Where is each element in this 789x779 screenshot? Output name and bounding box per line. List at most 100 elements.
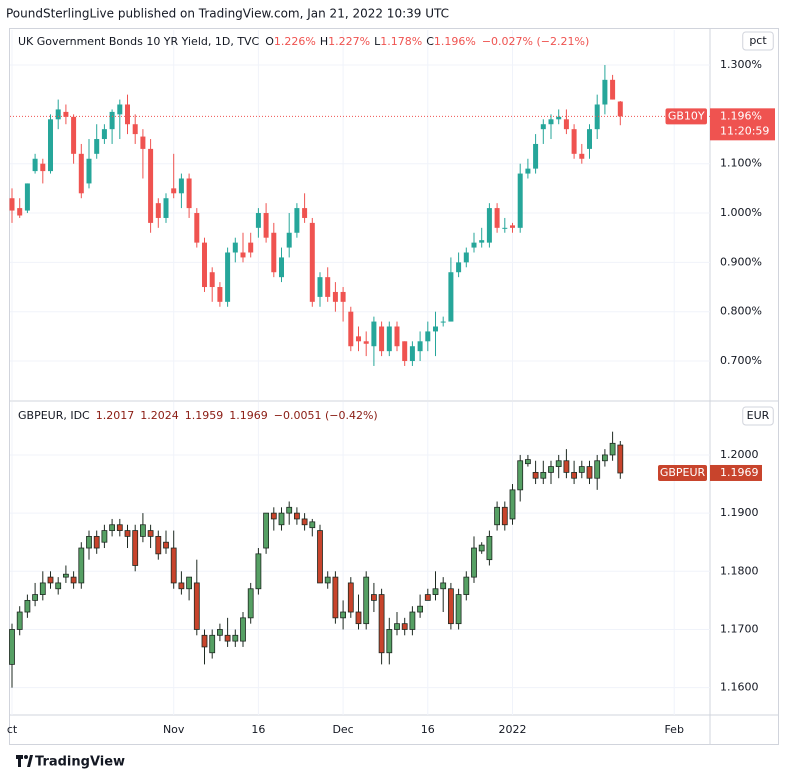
candle-body bbox=[517, 460, 524, 491]
legend: GBPEUR, IDC 1.2017 1.2024 1.1959 1.1969 −0.00… bbox=[18, 409, 378, 422]
x-tick-label: 2022 bbox=[498, 723, 526, 736]
candle-body bbox=[117, 104, 123, 115]
candle-body bbox=[78, 547, 85, 584]
legend-value: 1.2024 bbox=[140, 409, 179, 422]
candle-body bbox=[579, 153, 585, 159]
candle-body bbox=[324, 576, 331, 584]
candle-body bbox=[24, 599, 31, 613]
candle-body bbox=[509, 225, 515, 228]
candle-body bbox=[170, 547, 177, 584]
y-tick-label: 0.800% bbox=[720, 305, 762, 318]
candles bbox=[9, 65, 623, 366]
legend-name: GBPEUR, IDC bbox=[18, 409, 90, 422]
y-tick-label: 1.100% bbox=[720, 157, 762, 170]
candle-body bbox=[63, 111, 69, 117]
candle-body bbox=[401, 623, 408, 630]
x-tick-label: 16 bbox=[421, 723, 435, 736]
candle-body bbox=[540, 124, 546, 130]
candle-body bbox=[425, 331, 431, 342]
candle-body bbox=[325, 277, 331, 297]
candle-body bbox=[16, 611, 23, 630]
candle-body bbox=[155, 203, 161, 218]
candles bbox=[9, 431, 624, 688]
candle-body bbox=[601, 454, 608, 462]
candle-body bbox=[109, 111, 115, 130]
legend-value: 1.1969 bbox=[229, 409, 268, 422]
candle-body bbox=[148, 148, 154, 223]
candle-body bbox=[255, 553, 262, 590]
candle-body bbox=[109, 524, 116, 531]
y-tick-label: 1.2000 bbox=[720, 448, 759, 461]
candle-body bbox=[163, 198, 169, 218]
candle-body bbox=[378, 594, 385, 654]
price-tag bbox=[710, 108, 775, 141]
legend-value: 1.226% bbox=[274, 35, 316, 48]
candle-body bbox=[555, 460, 562, 467]
candle-body bbox=[286, 506, 293, 514]
candle-body bbox=[478, 544, 485, 552]
candle-body bbox=[548, 466, 554, 473]
candle-body bbox=[247, 588, 254, 619]
candle-body bbox=[617, 444, 624, 474]
x-tick-label: 16 bbox=[251, 723, 265, 736]
candle-body bbox=[317, 277, 323, 297]
candle-body bbox=[9, 198, 15, 211]
candle-body bbox=[293, 512, 300, 520]
candle-body bbox=[332, 576, 339, 619]
candle-body bbox=[186, 178, 192, 209]
candle-body bbox=[332, 291, 338, 302]
symbol-tag-text: GBPEUR bbox=[660, 466, 706, 479]
candle-body bbox=[409, 346, 415, 362]
legend-key: H bbox=[320, 35, 328, 48]
candle-body bbox=[147, 530, 154, 537]
y-tick-label: 1.1700 bbox=[720, 622, 759, 635]
candle-body bbox=[432, 588, 439, 595]
candle-body bbox=[432, 326, 438, 332]
candle-body bbox=[363, 341, 369, 344]
price-tag-text: 1.196% bbox=[720, 109, 762, 122]
candle-body bbox=[263, 213, 269, 238]
candle-body bbox=[301, 518, 308, 526]
x-tick-label: Nov bbox=[163, 723, 185, 736]
candle-body bbox=[563, 119, 569, 130]
candle-body bbox=[370, 594, 377, 601]
candle-body bbox=[171, 188, 177, 194]
candle-body bbox=[201, 634, 208, 648]
candle-body bbox=[486, 535, 493, 561]
candle-body bbox=[609, 442, 616, 456]
candle-body bbox=[586, 129, 592, 149]
candle-body bbox=[502, 227, 508, 229]
publish-note: PoundSterlingLive published on TradingVi… bbox=[6, 7, 449, 21]
candle-body bbox=[78, 153, 84, 194]
unit-label: pct bbox=[749, 34, 767, 47]
x-tick-label: ct bbox=[7, 723, 18, 736]
x-tick-label: Dec bbox=[332, 723, 353, 736]
unit-box bbox=[742, 31, 774, 51]
candle-body bbox=[394, 326, 400, 347]
candle-body bbox=[509, 489, 516, 520]
legend-key: C bbox=[426, 35, 434, 48]
candle-body bbox=[17, 208, 23, 216]
candle-body bbox=[424, 594, 431, 601]
candle-body bbox=[447, 588, 454, 625]
candle-body bbox=[448, 272, 454, 322]
y-tick-label: 1.000% bbox=[720, 206, 762, 219]
candle-body bbox=[456, 262, 462, 273]
candle-body bbox=[140, 136, 146, 149]
candle-body bbox=[540, 471, 547, 479]
candle-body bbox=[255, 213, 261, 228]
candle-body bbox=[140, 524, 146, 537]
candle-body bbox=[186, 576, 193, 590]
legend-change: −0.027% (−2.21%) bbox=[482, 35, 589, 48]
candle-body bbox=[94, 139, 100, 154]
y-tick-label: 0.900% bbox=[720, 255, 762, 268]
candle-body bbox=[86, 535, 92, 549]
candle-body bbox=[39, 582, 46, 595]
candle-body bbox=[155, 535, 162, 555]
footer-brand: TradingView bbox=[35, 755, 125, 770]
candle-body bbox=[194, 213, 200, 243]
candle-body bbox=[309, 222, 315, 302]
logo-slash bbox=[27, 755, 33, 767]
legend-key: O bbox=[265, 35, 274, 48]
